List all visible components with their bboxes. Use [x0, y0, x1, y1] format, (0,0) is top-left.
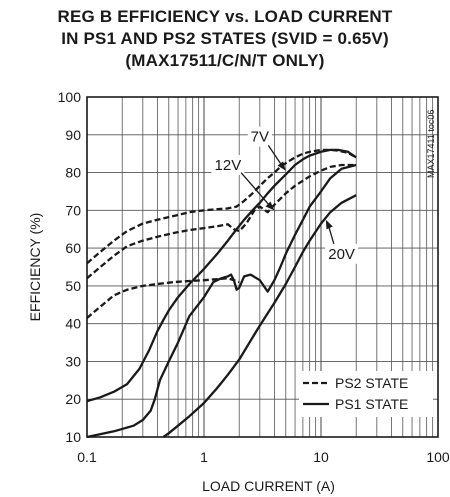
annotation-bg	[247, 126, 272, 147]
x-axis-label: LOAD CURRENT (A)	[202, 478, 335, 494]
x-tick-label: 0.1	[77, 449, 97, 465]
axis-layer: 10 20 30 40 50 60 70 80 90 100 0.1 1 10 100 LOAD CURRE…	[27, 89, 450, 494]
series-line-3-dashed	[86, 277, 240, 319]
y-tick-label: 10	[65, 429, 81, 445]
legend-label: PS2 STATE	[335, 375, 408, 391]
legend-box	[299, 371, 433, 417]
annotation-arrowhead	[265, 201, 275, 211]
chart-title-line-1: REG B EFFICIENCY vs. LOAD CURRENT	[57, 7, 393, 26]
y-tick-label: 60	[65, 240, 81, 256]
series-layer	[86, 148, 357, 439]
y-axis-label: EFFICIENCY (%)	[27, 213, 43, 322]
series-line-2-dashed	[86, 163, 357, 280]
series-line-5-solid	[86, 163, 357, 439]
annotation-arrow	[327, 225, 335, 244]
watermark: MAX17411 toc06	[426, 110, 436, 178]
series-line-1-dashed	[86, 148, 357, 265]
annotation-label-12v: 12V	[215, 157, 242, 174]
y-tick-label: 80	[65, 165, 81, 181]
legend-label: PS1 STATE	[335, 396, 408, 412]
annotation-arrowhead	[277, 161, 286, 171]
series-line-4-solid	[86, 148, 357, 403]
y-tick-label: 90	[65, 127, 81, 143]
y-tick-label: 30	[65, 353, 81, 369]
y-tick-label: 70	[65, 202, 81, 218]
y-tick-label: 40	[65, 316, 81, 332]
annotation-arrow	[267, 145, 283, 167]
series-line-6-solid	[162, 194, 357, 438]
annotation-bg	[211, 155, 245, 175]
annotation-layer: 7V 12V 20V	[211, 126, 359, 264]
x-tick-label: 10	[313, 449, 329, 465]
plot-frame	[86, 96, 439, 438]
annotation-bg	[325, 243, 359, 264]
x-tick-label: 100	[426, 449, 450, 465]
chart-title: REG B EFFICIENCY vs. LOAD CURRENT IN PS1…	[0, 6, 450, 72]
annotation-label-20v: 20V	[328, 246, 355, 263]
x-tick-label: 1	[200, 449, 208, 465]
annotation-arrowhead	[325, 219, 333, 230]
annotation-arrow	[240, 172, 271, 207]
chart-title-line-3: (MAX17511/C/N/T ONLY)	[125, 51, 325, 70]
y-tick-label: 20	[65, 391, 81, 407]
legend: PS2 STATE PS1 STATE	[299, 371, 433, 417]
y-tick-label: 100	[58, 89, 82, 105]
chart-title-line-2: IN PS1 AND PS2 STATES (SVID = 0.65V)	[61, 29, 389, 48]
y-tick-label: 50	[65, 278, 81, 294]
annotation-label-7v: 7V	[251, 129, 269, 146]
